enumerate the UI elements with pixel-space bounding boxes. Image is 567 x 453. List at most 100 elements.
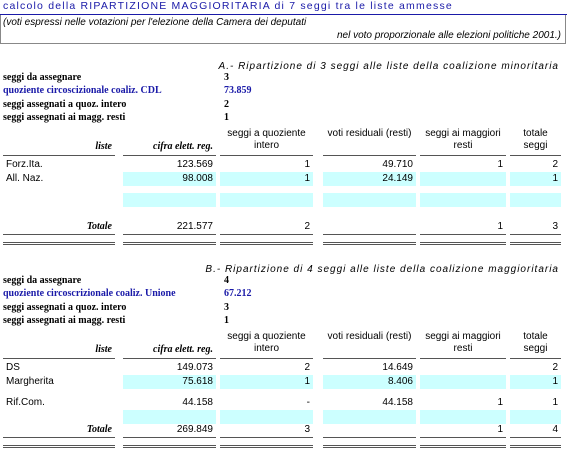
- double-rule: [323, 242, 416, 245]
- double-rule: [3, 242, 115, 245]
- table-cell: Forz.Ita.: [6, 159, 43, 170]
- header-cell: seggi a quoziente intero: [227, 128, 306, 151]
- total-cell: 2: [304, 221, 310, 232]
- param-value: 2: [224, 98, 229, 110]
- table-cell: [220, 193, 313, 207]
- table-cell: 1: [552, 397, 558, 408]
- double-rule: [123, 445, 216, 448]
- double-rule: [420, 242, 506, 245]
- table-cell: [420, 207, 506, 221]
- total-cell: 4: [552, 424, 558, 435]
- table-cell: -: [306, 397, 310, 408]
- param-label: quoziente circoscrizionale coaliz. Union…: [3, 288, 176, 300]
- param-value: 4: [224, 275, 229, 286]
- table-cell: 1: [220, 172, 313, 186]
- table-cell: [3, 410, 115, 424]
- table-cell: Rif.Com.: [6, 397, 45, 408]
- table-cell: All. Naz.: [6, 173, 44, 184]
- total-cell: Totale: [86, 424, 112, 435]
- rule: [420, 358, 506, 359]
- title: calcolo della RIPARTIZIONE MAGGIORITARIA…: [3, 0, 453, 12]
- table-cell: [123, 410, 216, 424]
- table-cell: [3, 207, 115, 221]
- table-cell: [3, 193, 115, 207]
- total-cell: 269.849: [176, 424, 213, 435]
- header-cell: voti residuali (resti): [327, 128, 412, 139]
- table-cell: 44.158: [382, 397, 413, 408]
- param-value: 1: [224, 111, 229, 123]
- rule: [220, 358, 313, 359]
- table-cell: [220, 410, 313, 424]
- rule: [123, 155, 216, 156]
- header-cell: seggi ai maggiori resti: [425, 331, 501, 354]
- param-label: seggi assegnati a quoz. intero: [3, 98, 127, 110]
- table-cell: [510, 410, 561, 424]
- rule: [3, 358, 115, 359]
- param-label: seggi da assegnare: [3, 72, 82, 83]
- table-cell: [123, 193, 216, 207]
- param-label: quoziente circoscizionale coaliz. CDL: [3, 85, 162, 97]
- double-rule: [3, 445, 115, 448]
- table-cell: [510, 207, 561, 221]
- table-cell: 1: [497, 159, 503, 170]
- table-cell: [323, 410, 416, 424]
- table-cell: 2: [552, 159, 558, 170]
- rule: [420, 155, 506, 156]
- rule: [220, 234, 313, 235]
- table-cell: 24.149: [323, 172, 416, 186]
- rule: [323, 155, 416, 156]
- rule: [3, 155, 115, 156]
- table-cell: 149.073: [176, 362, 213, 373]
- table-cell: 2: [552, 362, 558, 373]
- table-cell: 49.710: [382, 159, 413, 170]
- table-cell: 2: [304, 362, 310, 373]
- rule: [510, 155, 561, 156]
- table-cell: [510, 193, 561, 207]
- rule: [510, 358, 561, 359]
- rule: [220, 437, 313, 438]
- header-cell: liste: [95, 141, 112, 152]
- section-title: A.- Ripartizione di 3 seggi alle liste d…: [218, 61, 559, 72]
- table-cell: 98.008: [123, 172, 216, 186]
- total-cell: 3: [304, 424, 310, 435]
- table-cell: [420, 410, 506, 424]
- header-cell: totale seggi: [523, 128, 548, 151]
- double-rule: [510, 445, 561, 448]
- param-value: 73.859: [224, 85, 252, 97]
- rule: [510, 234, 561, 235]
- double-rule: [123, 242, 216, 245]
- table-cell: [323, 207, 416, 221]
- rule: [420, 234, 506, 235]
- note: (voti espressi nelle votazioni per l'ele…: [3, 17, 307, 28]
- table-cell: [420, 172, 506, 186]
- param-value: 3: [224, 301, 229, 313]
- param-label: seggi assegnati ai magg. resti: [3, 111, 126, 123]
- total-cell: 3: [552, 221, 558, 232]
- table-cell: [323, 193, 416, 207]
- param-label: seggi assegnati a quoz. intero: [3, 301, 127, 313]
- rule: [0, 14, 567, 15]
- header-cell: cifra elett. reg.: [153, 344, 213, 355]
- param-label: seggi assegnati ai magg. resti: [3, 314, 126, 326]
- total-cell: 1: [497, 221, 503, 232]
- table-cell: 1: [220, 375, 313, 389]
- rule: [123, 358, 216, 359]
- rule: [323, 234, 416, 235]
- note-box: [0, 15, 566, 44]
- param-value: 1: [224, 314, 229, 326]
- rule: [3, 437, 115, 438]
- rule: [3, 234, 115, 235]
- rule: [323, 437, 416, 438]
- rule: [323, 358, 416, 359]
- table-cell: 1: [497, 397, 503, 408]
- param-label: seggi da assegnare: [3, 275, 82, 286]
- table-cell: 1: [510, 172, 561, 186]
- table-cell: DS: [6, 362, 20, 373]
- table-cell: 123.569: [176, 159, 213, 170]
- rule: [510, 437, 561, 438]
- rule: [220, 155, 313, 156]
- double-rule: [510, 242, 561, 245]
- double-rule: [220, 242, 313, 245]
- table-cell: [220, 207, 313, 221]
